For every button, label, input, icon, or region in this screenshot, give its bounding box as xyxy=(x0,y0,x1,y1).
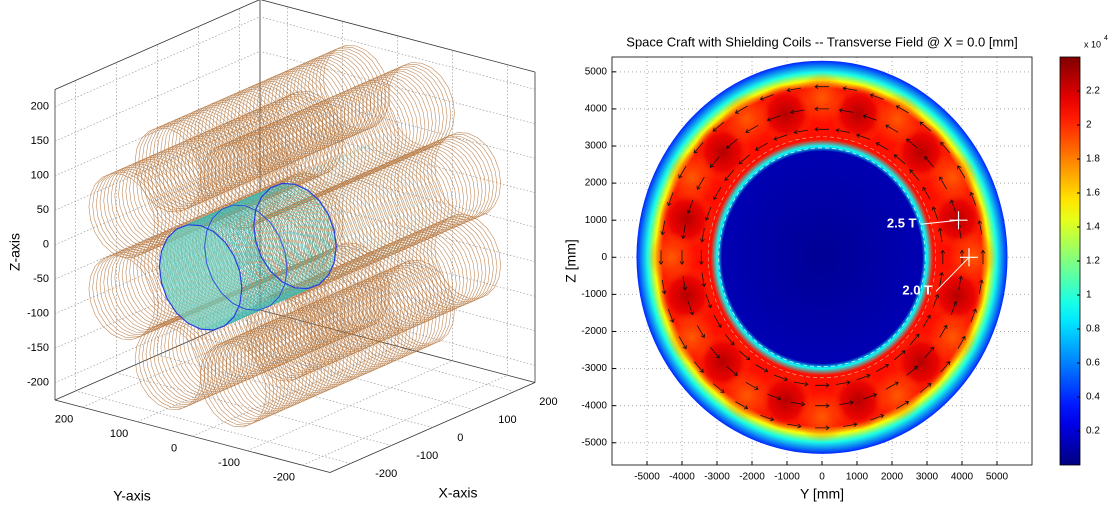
y-tick-label: -2000 xyxy=(581,326,607,337)
x-axis-title: Y [mm] xyxy=(800,486,844,502)
y-tick-label: 4000 xyxy=(585,104,608,115)
z-tick-label: 100 xyxy=(31,170,49,182)
chart-title: Space Craft with Shielding Coils -- Tran… xyxy=(626,34,1017,49)
grid-line xyxy=(55,17,260,107)
x-tick-label: -2000 xyxy=(739,472,765,483)
z-tick-label: -50 xyxy=(33,273,49,285)
y-tick-label: 3000 xyxy=(585,141,608,152)
coil xyxy=(135,45,389,212)
x-tick-label: -200 xyxy=(375,468,397,480)
field-patch xyxy=(798,72,847,124)
colorbar-tick-label: 2.2 xyxy=(1086,86,1100,97)
x-tick-label: 5000 xyxy=(986,472,1009,483)
x-axis-title: X-axis xyxy=(439,485,478,501)
field-patch xyxy=(873,93,922,145)
y-tick-label: 0 xyxy=(171,442,177,454)
colorbar-tick-label: 0.6 xyxy=(1086,358,1100,369)
y-axis-title: Y-axis xyxy=(113,488,151,504)
x-tick-label: 4000 xyxy=(951,472,974,483)
colorbar-exponent: 4 xyxy=(1104,35,1108,42)
field-patch xyxy=(722,93,771,145)
colorbar-scale: x 10 xyxy=(1084,39,1101,49)
field-patch xyxy=(647,231,696,283)
core-end xyxy=(159,225,242,330)
x-tick-label: 0 xyxy=(819,472,825,483)
y-tick-label: -3000 xyxy=(581,363,607,374)
x-tick-label: -4000 xyxy=(669,472,695,483)
annotation: 2.0 T xyxy=(902,283,932,298)
y-axis-title: Z [mm] xyxy=(563,239,579,283)
field-patch xyxy=(873,369,922,421)
annotation: 2.5 T xyxy=(887,216,917,231)
figure: -200-150-100-50050100150200-200-10001002… xyxy=(0,0,1110,518)
y-tick-label: -4000 xyxy=(581,400,607,411)
z-tick-label: 50 xyxy=(37,204,49,216)
y-tick-label: -100 xyxy=(218,457,240,469)
x-tick-label: -100 xyxy=(416,450,438,462)
colorbar-tick-label: 1 xyxy=(1086,290,1092,301)
box-edge xyxy=(55,0,260,90)
y-tick-label: -5000 xyxy=(581,437,607,448)
y-tick-label: 5000 xyxy=(585,66,608,77)
y-tick-label: 200 xyxy=(55,413,73,425)
x-tick-label: 3000 xyxy=(916,472,939,483)
y-tick-label: 0 xyxy=(601,252,607,263)
colorbar-tick-label: 0.2 xyxy=(1086,426,1100,437)
colorbar-tick-label: 1.2 xyxy=(1086,256,1100,267)
z-tick-label: -200 xyxy=(27,377,49,389)
x-tick-label: 1000 xyxy=(846,472,869,483)
box-edge xyxy=(260,0,535,72)
y-tick-label: -200 xyxy=(273,471,295,483)
colorbar-tick-label: 2 xyxy=(1086,120,1092,131)
y-tick-label: 1000 xyxy=(585,215,608,226)
x-tick-label: 0 xyxy=(457,432,463,444)
colorbar-tick-label: 1.8 xyxy=(1086,154,1100,165)
colorbar-tick-label: 1.4 xyxy=(1086,222,1100,233)
x-tick-label: -1000 xyxy=(774,472,800,483)
z-tick-label: -100 xyxy=(27,308,49,320)
y-tick-label: -1000 xyxy=(581,289,607,300)
field-patch xyxy=(928,152,977,204)
x-tick-label: 2000 xyxy=(881,472,904,483)
field-patch xyxy=(667,152,716,204)
z-axis-title: Z-axis xyxy=(7,233,23,271)
field-patch xyxy=(928,311,977,363)
field-patch xyxy=(798,391,847,443)
z-tick-label: -150 xyxy=(27,342,49,354)
field-patch xyxy=(722,369,771,421)
colorbar-tick-label: 0.4 xyxy=(1086,392,1100,403)
colorbar-tick-label: 0.8 xyxy=(1086,324,1100,335)
x-tick-label: -3000 xyxy=(704,472,730,483)
y-tick-label: 100 xyxy=(110,428,128,440)
y-tick-label: 2000 xyxy=(585,178,608,189)
colorbar-tick-label: 1.6 xyxy=(1086,188,1100,199)
x-tick-label: 100 xyxy=(498,414,516,426)
z-tick-label: 200 xyxy=(31,101,49,113)
field-patch xyxy=(667,311,716,363)
grid-line xyxy=(199,337,474,410)
x-tick-label: -5000 xyxy=(634,472,660,483)
x-tick-label: 200 xyxy=(539,396,557,408)
z-tick-label: 150 xyxy=(31,135,49,147)
z-tick-label: 0 xyxy=(43,239,49,251)
